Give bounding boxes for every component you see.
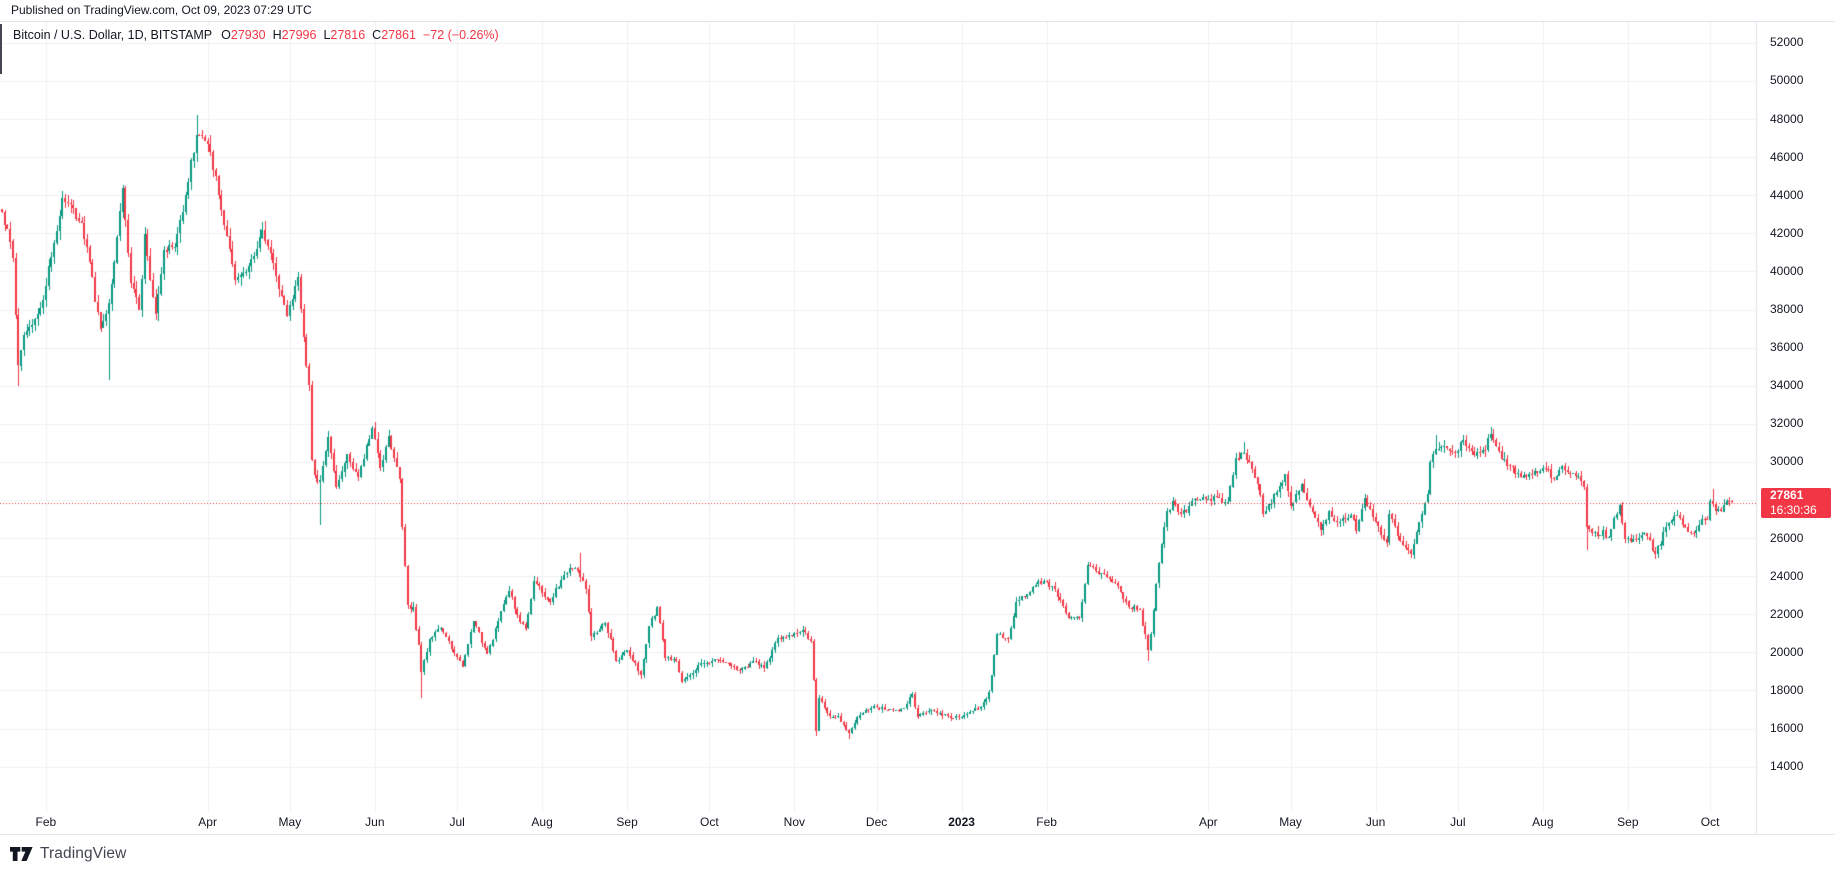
time-tick-label: Apr [198, 815, 217, 829]
price-tick-label: 18000 [1770, 682, 1804, 697]
high-value: 27996 [281, 28, 317, 42]
time-tick-label: Sep [616, 815, 638, 829]
time-tick-label: May [1279, 815, 1302, 829]
published-header: Published on TradingView.com, Oct 09, 20… [0, 0, 1835, 22]
price-tick-label: 30000 [1770, 454, 1804, 469]
time-tick-label: Oct [700, 815, 719, 829]
price-axis[interactable]: 52000 50000 48000 46000 44000 42000 40000 38000… [1757, 22, 1835, 835]
ohlc-high: H27996 [273, 28, 317, 42]
tradingview-logo[interactable]: TradingView [10, 845, 126, 863]
tradingview-logo-text: TradingView [40, 844, 127, 862]
price-tick-label: 16000 [1770, 721, 1804, 736]
symbol-legend: Bitcoin / U.S. Dollar, 1D, BITSTAMP O2793… [13, 28, 499, 42]
time-year-label: 2023 [948, 815, 975, 829]
time-axis[interactable]: Feb Apr May Jun Jul Aug Sep Oct Nov Dec 2023 Feb Apr… [0, 806, 1757, 835]
ohlc-close: C27861 [372, 28, 416, 42]
time-tick-label: Jun [365, 815, 385, 829]
price-tick-label: 32000 [1770, 416, 1804, 431]
left-edge-artifact [0, 24, 2, 74]
price-tick-label: 34000 [1770, 378, 1804, 393]
time-tick-label: Oct [1700, 815, 1720, 829]
price-tick-label: 24000 [1770, 568, 1804, 583]
last-price-badge: 27861 16:30:36 [1761, 487, 1831, 518]
price-tick-label: 46000 [1770, 149, 1804, 164]
time-tick-label: Feb [1036, 815, 1057, 829]
price-tick-label: 14000 [1770, 759, 1804, 774]
close-value: 27861 [381, 28, 416, 42]
time-tick-label: Jul [1450, 815, 1466, 829]
low-label: L [323, 28, 331, 42]
ohlc-open: O27930 [221, 28, 266, 42]
price-tick-label: 48000 [1770, 111, 1804, 126]
price-tick-label: 36000 [1770, 340, 1804, 355]
published-text: Published on TradingView.com, Oct 09, 20… [11, 3, 312, 17]
price-tick-label: 42000 [1770, 225, 1804, 240]
time-tick-label: Nov [783, 815, 806, 829]
price-tick-label: 20000 [1770, 644, 1804, 659]
price-tick-label: 26000 [1770, 530, 1804, 545]
close-label: C [372, 28, 382, 42]
high-label: H [272, 28, 282, 42]
open-value: 27930 [230, 28, 266, 42]
time-tick-label: Sep [1617, 815, 1639, 829]
time-tick-label: Aug [1532, 815, 1554, 829]
time-tick-label: Feb [35, 815, 57, 829]
ohlc-low: L27816 [323, 28, 365, 42]
bar-countdown: 16:30:36 [1770, 503, 1817, 518]
time-tick-label: Apr [1199, 815, 1218, 829]
symbol-description: Bitcoin / U.S. Dollar, 1D, BITSTAMP [13, 28, 213, 42]
tradingview-logo-icon [10, 846, 33, 861]
price-tick-label: 38000 [1770, 302, 1804, 317]
candlestick-plot-canvas[interactable] [0, 22, 1835, 835]
last-price: 27861 [1770, 488, 1804, 503]
price-tick-label: 40000 [1770, 263, 1804, 278]
low-value: 27816 [330, 28, 366, 42]
change-value: −72 (−0.26%) [422, 28, 499, 42]
time-tick-label: May [278, 815, 302, 829]
price-tick-label: 22000 [1770, 606, 1804, 621]
time-tick-label: Jun [1365, 815, 1386, 829]
price-tick-label: 44000 [1770, 187, 1804, 202]
time-tick-label: Aug [531, 815, 553, 829]
footer: TradingView [0, 836, 1835, 871]
time-tick-label: Jul [449, 815, 465, 829]
time-tick-label: Dec [865, 815, 888, 829]
price-tick-label: 52000 [1770, 35, 1804, 50]
open-label: O [221, 28, 231, 42]
chart-area: Bitcoin / U.S. Dollar, 1D, BITSTAMP O2793… [0, 22, 1835, 835]
price-tick-label: 50000 [1770, 73, 1804, 88]
